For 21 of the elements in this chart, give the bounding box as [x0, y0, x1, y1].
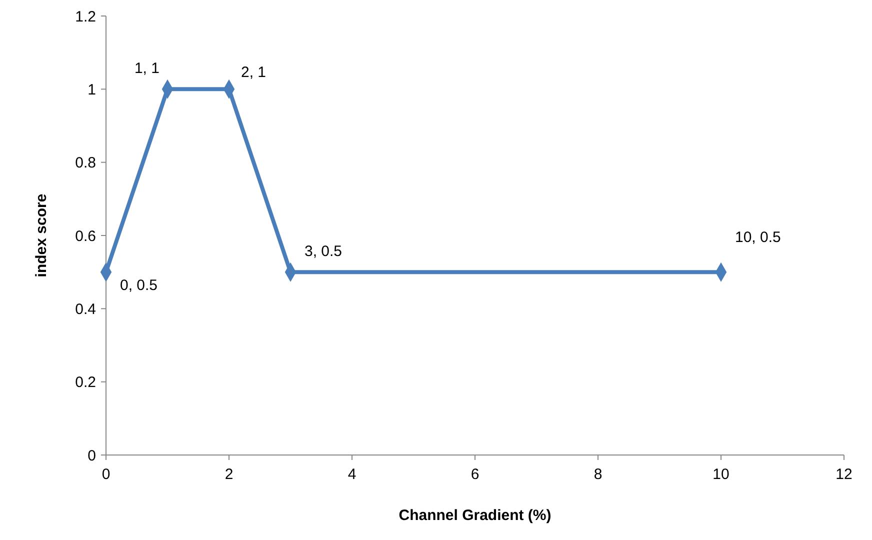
y-tick-label: 1.2: [75, 8, 96, 26]
x-tick-label: 10: [712, 466, 730, 483]
x-tick-label: 0: [102, 466, 110, 483]
data-label: 3, 0.5: [304, 243, 342, 260]
x-axis-title: Channel Gradient (%): [398, 507, 552, 524]
y-tick-label: 0.6: [75, 228, 96, 245]
x-tick-label: 6: [470, 466, 480, 483]
y-tick-label: 0.2: [75, 374, 96, 392]
y-tick-label: 0.8: [75, 154, 96, 172]
y-tick-label: 0.4: [75, 300, 96, 318]
y-axis-title: index score: [33, 194, 50, 278]
x-tick-label: 12: [836, 466, 852, 483]
data-label: 10, 0.5: [735, 229, 781, 246]
x-tick-label: 4: [348, 466, 356, 483]
y-tick-label: 0: [88, 447, 96, 464]
data-label: 2, 1: [241, 64, 266, 82]
x-tick-label: 2: [224, 466, 234, 483]
data-label: 0, 0.5: [120, 277, 158, 294]
data-label: 1, 1: [134, 60, 160, 78]
x-tick-label: 8: [594, 466, 602, 483]
y-tick-label: 1: [88, 81, 96, 98]
